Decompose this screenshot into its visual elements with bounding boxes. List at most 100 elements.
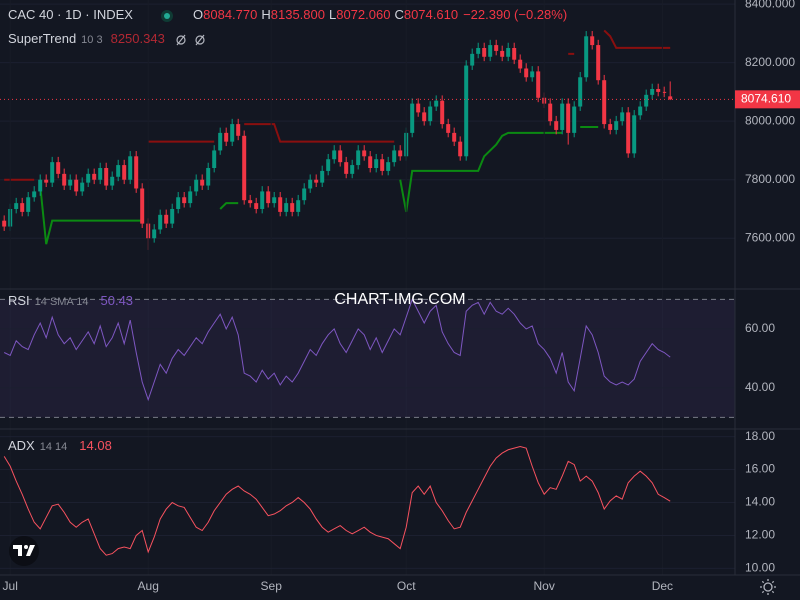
candle-body [74, 179, 79, 192]
candle-body [536, 71, 541, 98]
y-tick-label: 7600.000 [745, 230, 795, 244]
candle-body [572, 106, 577, 133]
candle-body [524, 68, 529, 78]
candle-body [548, 103, 553, 122]
candle-body [434, 100, 439, 107]
ohlc-key: L [329, 7, 336, 22]
candle-body [644, 94, 649, 107]
y-tick-label: 8000.000 [745, 113, 795, 127]
candle-body [176, 197, 181, 209]
candle-body [632, 115, 637, 154]
candle-body [458, 141, 463, 157]
settings-icon[interactable] [760, 579, 776, 595]
candle-body [2, 220, 7, 227]
candle-body [254, 203, 259, 209]
candle-body [224, 132, 229, 142]
x-tick-label: Oct [397, 579, 416, 593]
y-tick-label: 60.00 [745, 321, 775, 335]
candle-body [374, 159, 379, 168]
candle-body [452, 132, 457, 142]
x-tick-label: Dec [652, 579, 673, 593]
indicator-params: 14 14 [40, 441, 68, 453]
symbol-title: CAC 40 · 1D · INDEX [8, 7, 133, 22]
rsi-band-fill [0, 299, 735, 418]
candle-body [110, 176, 115, 186]
candle-body [98, 168, 103, 180]
change-value: −22.390 (−0.28%) [463, 7, 567, 22]
candle-body [626, 112, 631, 154]
candle-body [134, 156, 139, 189]
last-price-box [735, 90, 800, 109]
tradingview-logo [9, 536, 39, 566]
last-price-label: 8074.610 [741, 92, 791, 106]
candle-body [170, 208, 175, 224]
supertrend-up-line [39, 126, 599, 245]
adx-legend: ADX 14 14 14.08 [8, 438, 112, 453]
candle-body [554, 121, 559, 130]
candle-body [494, 45, 499, 51]
x-tick-label: Sep [261, 579, 283, 593]
candle-body [602, 80, 607, 125]
candle-body [158, 214, 163, 230]
candle-body [260, 191, 265, 209]
y-tick-label: 40.00 [745, 380, 775, 394]
indicator-line [3, 298, 671, 402]
indicator-name: SuperTrend [8, 31, 76, 46]
candle-body [560, 103, 565, 130]
candle-body [236, 124, 241, 136]
candle-body [638, 106, 643, 116]
indicator-value: 8250.343 [111, 31, 165, 46]
candle-body [344, 162, 349, 174]
y-tick-label: 14.00 [745, 495, 775, 509]
ohlc-line: O8084.770 H8135.800 L8072.060 C8074.610 −22.… [193, 7, 567, 22]
candle-body [50, 162, 55, 183]
ohlc-key: C [394, 7, 403, 22]
y-tick-label: 8400.000 [745, 0, 795, 10]
candle-body [410, 103, 415, 133]
candle-body [20, 203, 25, 212]
y-tick-label: 12.00 [745, 528, 775, 542]
candle-body [104, 168, 109, 186]
candle-body [38, 179, 43, 192]
candle-body [488, 45, 493, 57]
candle-body [362, 150, 367, 157]
ohlc-value: 8072.060 [336, 7, 390, 22]
indicator-params: 10 3 [81, 34, 102, 46]
candle-body [668, 96, 673, 100]
candle-body [296, 200, 301, 212]
candle-body [128, 156, 133, 180]
watermark: CHART-IMG.COM [334, 291, 465, 308]
candle-body [242, 135, 247, 201]
candle-body [446, 124, 451, 133]
candle-body [206, 168, 211, 186]
candle-body [428, 106, 433, 122]
candle-body [314, 179, 319, 183]
candle-body [230, 124, 235, 142]
candle-body [584, 36, 589, 78]
candle-body [392, 150, 397, 163]
candle-body [56, 162, 61, 174]
header-line: CAC 40 · 1D · INDEX [8, 7, 133, 22]
candle-body [464, 65, 469, 157]
candle-body [212, 150, 217, 168]
candle-body [470, 53, 475, 66]
ohlc-value: 8084.770 [203, 7, 257, 22]
candle-body [272, 197, 277, 204]
ohlc-key: H [261, 7, 270, 22]
candle-body [350, 165, 355, 174]
candle-body [248, 200, 253, 204]
candle-body [194, 179, 199, 192]
candle-body [44, 179, 49, 183]
candle-body [356, 150, 361, 166]
candle-body [440, 100, 445, 125]
candle-body [482, 48, 487, 57]
hidden-value-icons [176, 34, 205, 46]
candle-body [266, 191, 271, 204]
supertrend-legend: SuperTrend 10 3 8250.343 [8, 31, 165, 46]
candle-body [86, 173, 91, 183]
supertrend-down-line [4, 29, 671, 181]
candle-body [140, 188, 145, 224]
candle-body [476, 48, 481, 54]
candle-body [608, 124, 613, 130]
